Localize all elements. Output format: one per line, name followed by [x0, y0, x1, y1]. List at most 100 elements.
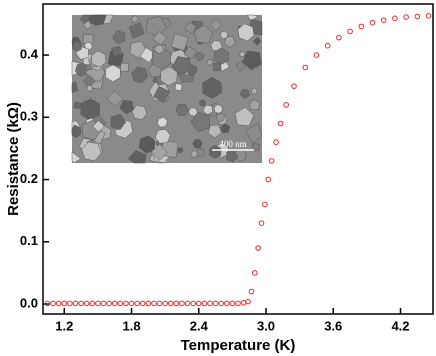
data-point [67, 300, 73, 307]
data-point [89, 300, 96, 307]
data-point [72, 300, 79, 307]
plot-frame [42, 3, 434, 315]
grain [128, 22, 145, 39]
grain [195, 51, 204, 62]
grain [202, 104, 214, 115]
grain [184, 21, 197, 35]
grain [213, 104, 223, 114]
grain [172, 56, 192, 76]
grain [111, 46, 122, 57]
grain [154, 129, 171, 144]
data-point [145, 300, 152, 307]
data-point [277, 120, 284, 127]
data-point [139, 300, 146, 307]
grain [239, 50, 246, 58]
grain [242, 50, 262, 71]
y-tick-label: 0.2 [20, 171, 38, 186]
grain [234, 148, 247, 162]
grain [183, 45, 198, 60]
grain [215, 112, 225, 123]
data-point [173, 300, 180, 307]
data-point [235, 300, 241, 307]
data-point [151, 300, 157, 307]
grain [190, 150, 199, 158]
grain [157, 117, 168, 128]
grain [220, 123, 231, 133]
grain [207, 124, 222, 139]
grain [154, 44, 165, 55]
y-tick-label: 0.3 [20, 109, 38, 124]
x-tick-label: 1.8 [122, 318, 140, 333]
grain [112, 30, 126, 44]
grain [72, 40, 82, 52]
grain [131, 66, 149, 83]
grain [92, 120, 105, 133]
grain [209, 18, 223, 32]
data-point [248, 288, 255, 295]
data-point [245, 298, 251, 305]
grain [234, 107, 255, 127]
grain [128, 150, 147, 164]
data-point [156, 300, 163, 307]
data-point [162, 300, 168, 307]
data-point [111, 300, 118, 307]
data-point [207, 300, 213, 307]
grain [237, 23, 255, 42]
grain [177, 147, 184, 154]
grain [71, 151, 82, 164]
grain [80, 98, 100, 121]
grain [71, 124, 82, 139]
grain [106, 90, 124, 107]
grain [131, 104, 148, 120]
grain [252, 36, 262, 46]
grain [251, 143, 261, 152]
data-point [190, 300, 196, 307]
data-point [347, 28, 353, 35]
x-tick-label: 4.2 [391, 318, 409, 333]
data-point [369, 19, 376, 26]
data-point [268, 158, 275, 164]
data-point [61, 300, 68, 307]
grain [73, 101, 82, 109]
grain [190, 111, 210, 133]
grain [71, 81, 78, 94]
grain [145, 16, 167, 38]
data-point [167, 300, 174, 307]
grain [202, 76, 222, 99]
grain [239, 89, 250, 99]
grain [192, 139, 203, 149]
grain [170, 33, 189, 52]
data-point [324, 42, 331, 49]
data-point [218, 300, 224, 307]
data-point [240, 299, 247, 306]
grain [199, 99, 206, 107]
y-tick-label: 0.4 [20, 46, 39, 61]
data-point [255, 245, 261, 251]
grain [110, 114, 126, 130]
grain [119, 100, 135, 115]
data-point [302, 64, 309, 71]
y-tick-label: 0.0 [20, 295, 38, 310]
data-point [392, 15, 398, 22]
data-point [50, 300, 56, 307]
grain [223, 36, 236, 48]
data-point [134, 300, 140, 307]
grain [131, 15, 139, 23]
inset-image [71, 14, 263, 164]
grain [86, 85, 93, 92]
data-point [106, 300, 112, 307]
data-point [252, 270, 258, 276]
grain [151, 47, 172, 70]
grain [245, 122, 263, 144]
grain [174, 83, 183, 91]
grain [82, 74, 96, 88]
grain [209, 144, 222, 159]
x-tick-label: 1.2 [55, 318, 73, 333]
data-point [283, 102, 289, 108]
y-axis-title: Resistance (kΩ) [5, 102, 22, 216]
grain [88, 14, 107, 26]
data-point [262, 201, 268, 208]
grain [150, 143, 168, 161]
x-tick-label: 3.0 [257, 318, 275, 333]
